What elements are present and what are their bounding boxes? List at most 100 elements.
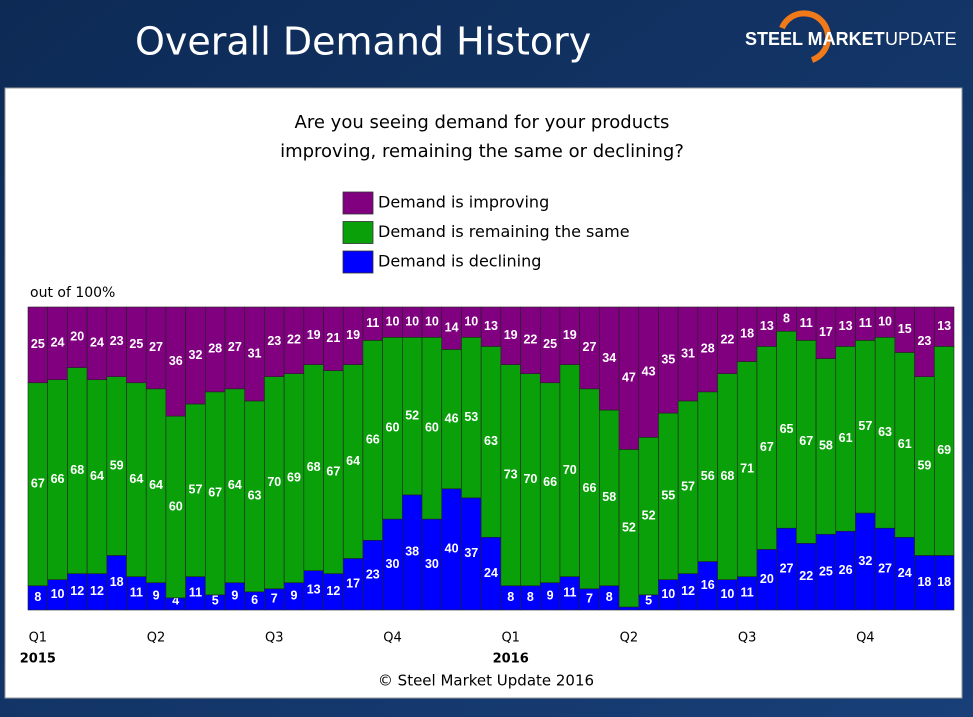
value-label: 63 xyxy=(248,489,262,503)
value-label: 13 xyxy=(937,319,951,333)
value-label: 12 xyxy=(90,584,104,598)
value-label: 64 xyxy=(346,454,360,468)
legend-label: Demand is declining xyxy=(378,252,541,271)
value-label: 69 xyxy=(287,470,301,484)
y-axis-label: out of 100% xyxy=(30,285,115,301)
value-label: 22 xyxy=(523,333,537,347)
value-label: 27 xyxy=(878,561,892,575)
value-label: 10 xyxy=(425,314,439,328)
value-label: 11 xyxy=(130,586,143,600)
value-label: 68 xyxy=(70,463,84,477)
value-label: 58 xyxy=(819,439,833,453)
x-tick-label: Q2 xyxy=(620,631,639,646)
value-label: 23 xyxy=(917,334,931,348)
value-label: 52 xyxy=(622,520,636,534)
value-label: 10 xyxy=(720,587,734,601)
value-label: 13 xyxy=(307,583,321,597)
value-label: 13 xyxy=(839,319,853,333)
value-label: 25 xyxy=(543,337,557,351)
value-label: 22 xyxy=(799,569,813,583)
value-label: 73 xyxy=(504,467,518,481)
footer: © Steel Market Update 2016 xyxy=(378,672,594,690)
value-label: 63 xyxy=(484,434,498,448)
value-label: 35 xyxy=(661,352,675,366)
value-label: 27 xyxy=(149,340,163,354)
logo-swirl xyxy=(779,10,832,63)
value-label: 64 xyxy=(129,472,143,486)
value-label: 31 xyxy=(681,346,695,360)
value-label: 18 xyxy=(110,575,124,589)
value-label: 16 xyxy=(701,578,715,592)
value-label: 7 xyxy=(586,592,593,606)
value-label: 11 xyxy=(800,316,813,330)
chart-title: Are you seeing demand for your products xyxy=(295,112,670,133)
value-label: 63 xyxy=(878,425,892,439)
value-label: 71 xyxy=(740,461,754,475)
value-label: 36 xyxy=(169,354,183,368)
value-label: 17 xyxy=(346,577,360,591)
value-label: 24 xyxy=(484,566,498,580)
value-label: 46 xyxy=(445,411,459,425)
value-label: 19 xyxy=(346,328,360,342)
value-label: 11 xyxy=(189,586,202,600)
legend-label: Demand is remaining the same xyxy=(378,222,630,241)
value-label: 53 xyxy=(464,410,478,424)
value-label: 32 xyxy=(858,554,872,568)
value-label: 26 xyxy=(839,563,853,577)
value-label: 61 xyxy=(839,431,853,445)
value-label: 25 xyxy=(31,337,45,351)
value-label: 11 xyxy=(563,586,576,600)
value-label: 67 xyxy=(760,440,774,454)
value-label: 69 xyxy=(937,443,951,457)
value-label: 60 xyxy=(386,420,400,434)
value-label: 12 xyxy=(681,584,695,598)
value-label: 31 xyxy=(248,346,262,360)
value-label: 65 xyxy=(780,422,794,436)
value-label: 15 xyxy=(898,322,912,336)
year-label: 2016 xyxy=(493,652,529,667)
value-label: 57 xyxy=(858,419,872,433)
value-label: 67 xyxy=(208,486,222,500)
value-label: 30 xyxy=(386,557,400,571)
value-label: 19 xyxy=(307,328,321,342)
value-label: 24 xyxy=(90,336,104,350)
value-label: 27 xyxy=(583,340,597,354)
value-label: 34 xyxy=(602,351,616,365)
value-label: 14 xyxy=(445,321,459,335)
value-label: 8 xyxy=(783,311,790,325)
value-label: 68 xyxy=(307,460,321,474)
value-label: 25 xyxy=(819,564,833,578)
value-label: 37 xyxy=(464,546,478,560)
value-label: 6 xyxy=(251,593,258,607)
value-label: 38 xyxy=(405,545,419,559)
legend-swatch xyxy=(342,221,374,244)
value-label: 52 xyxy=(405,408,419,422)
value-label: 9 xyxy=(231,589,238,603)
x-tick-label: Q2 xyxy=(147,631,166,646)
value-label: 27 xyxy=(228,340,242,354)
value-label: 10 xyxy=(878,314,892,328)
page-title: Overall Demand History xyxy=(135,20,591,64)
value-label: 23 xyxy=(110,334,124,348)
value-label: 10 xyxy=(386,314,400,328)
value-label: 10 xyxy=(405,314,419,328)
value-label: 8 xyxy=(606,590,613,604)
value-label: 70 xyxy=(267,475,281,489)
value-label: 20 xyxy=(760,572,774,586)
legend-swatch xyxy=(342,191,374,215)
value-label: 24 xyxy=(51,336,65,350)
value-label: 60 xyxy=(169,499,183,513)
value-label: 9 xyxy=(291,589,298,603)
value-label: 8 xyxy=(34,590,41,604)
value-label: 59 xyxy=(917,458,931,472)
value-label: 17 xyxy=(819,325,833,339)
value-label: 8 xyxy=(507,590,514,604)
value-label: 11 xyxy=(366,316,379,330)
value-label: 64 xyxy=(149,478,163,492)
value-label: 20 xyxy=(70,330,84,344)
value-label: 11 xyxy=(859,316,872,330)
value-label: 28 xyxy=(701,342,715,356)
value-label: 64 xyxy=(90,469,104,483)
